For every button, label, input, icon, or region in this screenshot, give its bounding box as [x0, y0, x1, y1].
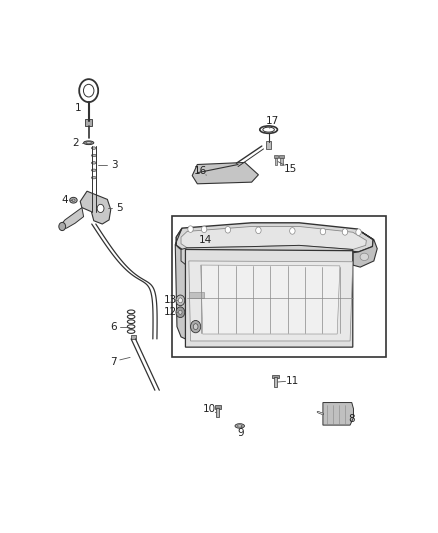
Text: 7: 7 [110, 357, 117, 367]
Bar [275, 158, 277, 165]
Circle shape [256, 227, 261, 233]
Circle shape [178, 298, 182, 303]
Ellipse shape [70, 197, 77, 203]
Circle shape [176, 307, 185, 318]
Circle shape [225, 227, 230, 233]
Circle shape [176, 295, 185, 306]
Text: 11: 11 [286, 376, 299, 386]
Polygon shape [181, 245, 353, 266]
Polygon shape [189, 261, 353, 341]
Polygon shape [176, 223, 373, 252]
Bar [172, 216, 386, 358]
Text: 15: 15 [284, 164, 297, 174]
Polygon shape [61, 207, 84, 229]
Text: 17: 17 [265, 116, 279, 126]
Polygon shape [80, 191, 111, 224]
Ellipse shape [360, 253, 368, 261]
Circle shape [97, 204, 104, 213]
Ellipse shape [235, 424, 244, 428]
Bar [266, 141, 271, 149]
Circle shape [188, 226, 193, 232]
Bar [279, 156, 284, 158]
Polygon shape [201, 265, 340, 334]
Text: 13: 13 [163, 295, 177, 305]
Polygon shape [189, 292, 204, 298]
Bar [274, 377, 277, 387]
Text: 4: 4 [62, 195, 68, 205]
Bar [272, 375, 279, 378]
Text: 2: 2 [72, 138, 78, 148]
Bar [280, 158, 283, 165]
Circle shape [193, 324, 198, 329]
Bar [274, 156, 279, 158]
Ellipse shape [86, 142, 92, 144]
Circle shape [201, 226, 207, 232]
Text: 6: 6 [110, 322, 117, 333]
Polygon shape [185, 249, 353, 347]
Circle shape [59, 222, 66, 231]
Ellipse shape [237, 425, 242, 427]
Circle shape [191, 320, 201, 333]
Ellipse shape [92, 154, 96, 157]
Ellipse shape [92, 176, 96, 179]
Text: 5: 5 [116, 203, 123, 213]
Bar [85, 119, 92, 126]
Text: 3: 3 [111, 159, 117, 169]
Circle shape [342, 229, 348, 235]
Bar [216, 408, 219, 417]
Polygon shape [192, 163, 258, 184]
Ellipse shape [92, 161, 96, 164]
Circle shape [356, 229, 361, 236]
Polygon shape [353, 229, 377, 267]
Polygon shape [181, 227, 366, 249]
Circle shape [179, 310, 182, 314]
Text: 12: 12 [163, 307, 177, 317]
Text: 9: 9 [237, 429, 244, 438]
Bar [131, 335, 136, 339]
Text: 16: 16 [194, 166, 207, 176]
Text: 8: 8 [349, 414, 355, 424]
Polygon shape [175, 228, 189, 339]
Circle shape [290, 228, 295, 234]
Ellipse shape [92, 147, 96, 149]
Text: 1: 1 [74, 103, 81, 113]
Polygon shape [323, 402, 353, 425]
Ellipse shape [92, 169, 96, 172]
Text: 10: 10 [203, 403, 216, 414]
Text: 14: 14 [199, 236, 212, 245]
Circle shape [320, 228, 325, 235]
Bar [215, 406, 221, 409]
Ellipse shape [84, 141, 94, 144]
